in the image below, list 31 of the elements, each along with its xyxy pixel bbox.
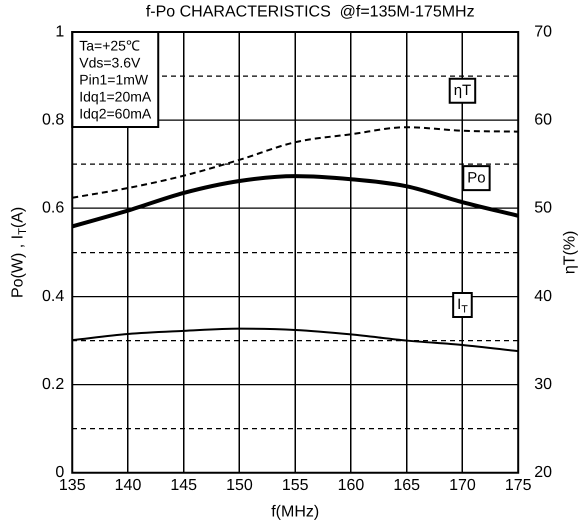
x-tick-label: 150 — [226, 476, 253, 494]
annotation: Vds=3.6V — [79, 54, 142, 70]
annotation: Pin1=1mW — [79, 71, 149, 88]
y2-tick-label: 60 — [534, 112, 552, 129]
x-tick-label: 165 — [393, 476, 420, 494]
y-tick-label: 0.2 — [42, 376, 64, 394]
text: ηT — [454, 82, 472, 99]
series-label: Po — [467, 169, 486, 186]
y2-tick-label: 40 — [534, 288, 552, 305]
x-tick-label: 135 — [58, 476, 86, 494]
y2-axis-title: ηT(%) — [561, 230, 578, 274]
y-axis-title: Po(W) , IT(A) — [9, 206, 29, 298]
x-tick-label: 175 — [504, 476, 532, 494]
annotation: Idq2=60mA — [79, 105, 152, 122]
y2-tick-label: 30 — [534, 376, 552, 394]
x-tick-label: 160 — [338, 476, 364, 494]
x-axis-title: f(MHz) — [271, 503, 320, 520]
y-tick-label: 0.8 — [42, 112, 64, 129]
y-tick-label: 0.4 — [42, 288, 64, 305]
y2-tick-label: 50 — [534, 200, 552, 217]
y-tick-label: 1 — [55, 23, 64, 40]
x-tick-label: 155 — [282, 476, 309, 494]
y2-tick-label: 20 — [534, 464, 552, 482]
y2-tick-label: 70 — [534, 23, 552, 40]
x-tick-label: 170 — [449, 476, 476, 494]
x-tick-label: 145 — [170, 476, 198, 494]
y-tick-label: 0.6 — [42, 200, 64, 217]
chart-title: f-Po CHARACTERISTICS @f=135M-175MHz — [146, 3, 475, 20]
x-tick-label: 140 — [114, 476, 142, 494]
annotation: Ta=+25℃ — [79, 37, 140, 54]
annotation: Idq1=20mA — [79, 88, 152, 104]
